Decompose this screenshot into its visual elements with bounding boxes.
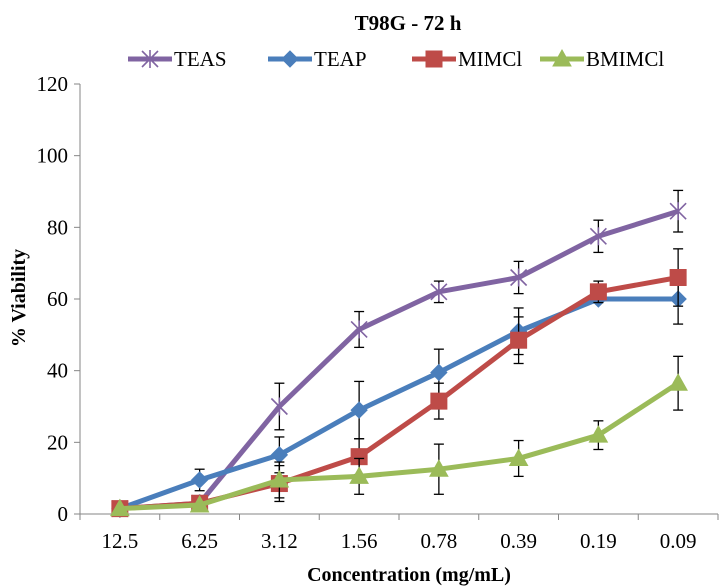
data-point — [510, 268, 528, 287]
data-point — [189, 495, 210, 513]
legend-item-teas: TEAS — [128, 47, 227, 71]
y-tick-label: 120 — [37, 72, 69, 96]
data-point — [190, 471, 209, 489]
y-tick-label: 60 — [47, 287, 68, 311]
legend-marker — [552, 48, 572, 67]
series-line — [119, 381, 680, 512]
data-point — [669, 202, 687, 221]
x-tick-label: 6.25 — [181, 529, 218, 553]
axes: 0 20 40 60 80 100 120 12.5 6.25 3.12 1.56 0.78 0.39 0… — [37, 72, 719, 553]
data-point — [350, 401, 368, 419]
x-tick-label: 0.39 — [500, 529, 537, 553]
legend-marker — [141, 50, 159, 68]
x-tick-label: 0.19 — [580, 529, 617, 553]
y-tick-label: 100 — [37, 144, 69, 168]
series-bmimcl — [110, 355, 688, 517]
data-point — [110, 498, 130, 517]
data-point — [269, 469, 290, 488]
legend-marker — [425, 50, 443, 68]
legend-item-bmimcl: BMIMCl — [540, 47, 664, 71]
data-point — [430, 363, 448, 382]
legend-label: MIMCl — [458, 47, 522, 71]
series-line — [119, 296, 679, 511]
y-tick-label: 80 — [47, 215, 68, 239]
data-point — [350, 320, 368, 339]
chart-title: T98G - 72 h — [355, 11, 462, 35]
legend-label: TEAS — [174, 47, 227, 71]
x-tick-label: 1.56 — [341, 529, 378, 553]
x-axis-title: Concentration (mg/mL) — [307, 564, 511, 586]
data-point — [669, 269, 687, 286]
y-axis-title: % Viability — [8, 249, 30, 347]
data-point — [430, 392, 448, 410]
y-tick-label: 40 — [47, 359, 68, 383]
y-tick-label: 0 — [58, 502, 69, 526]
data-point — [429, 459, 449, 477]
legend-marker — [281, 50, 299, 68]
legend-item-teap: TEAP — [268, 47, 367, 71]
legend-item-mimcl: MIMCl — [412, 47, 522, 71]
data-point — [430, 282, 448, 301]
legend: TEAS TEAP MIMCl BMIMCl — [128, 47, 664, 71]
data-point — [589, 283, 607, 301]
series-teas — [111, 189, 687, 518]
y-tick-label: 20 — [47, 430, 68, 454]
series-line — [119, 208, 679, 512]
x-tick-label: 0.78 — [421, 529, 458, 553]
data-point — [508, 448, 529, 466]
data-point — [270, 397, 288, 416]
legend-label: TEAP — [314, 47, 367, 71]
x-tick-label: 3.12 — [261, 529, 298, 553]
data-point — [589, 227, 607, 246]
data-point — [510, 331, 528, 349]
x-tick-label: 12.5 — [102, 529, 139, 553]
data-point — [588, 425, 609, 443]
x-tick-label: 0.09 — [660, 529, 697, 553]
data-point — [668, 373, 688, 391]
plot-area — [110, 189, 688, 518]
legend-label: BMIMCl — [586, 47, 664, 71]
data-point — [349, 466, 369, 484]
